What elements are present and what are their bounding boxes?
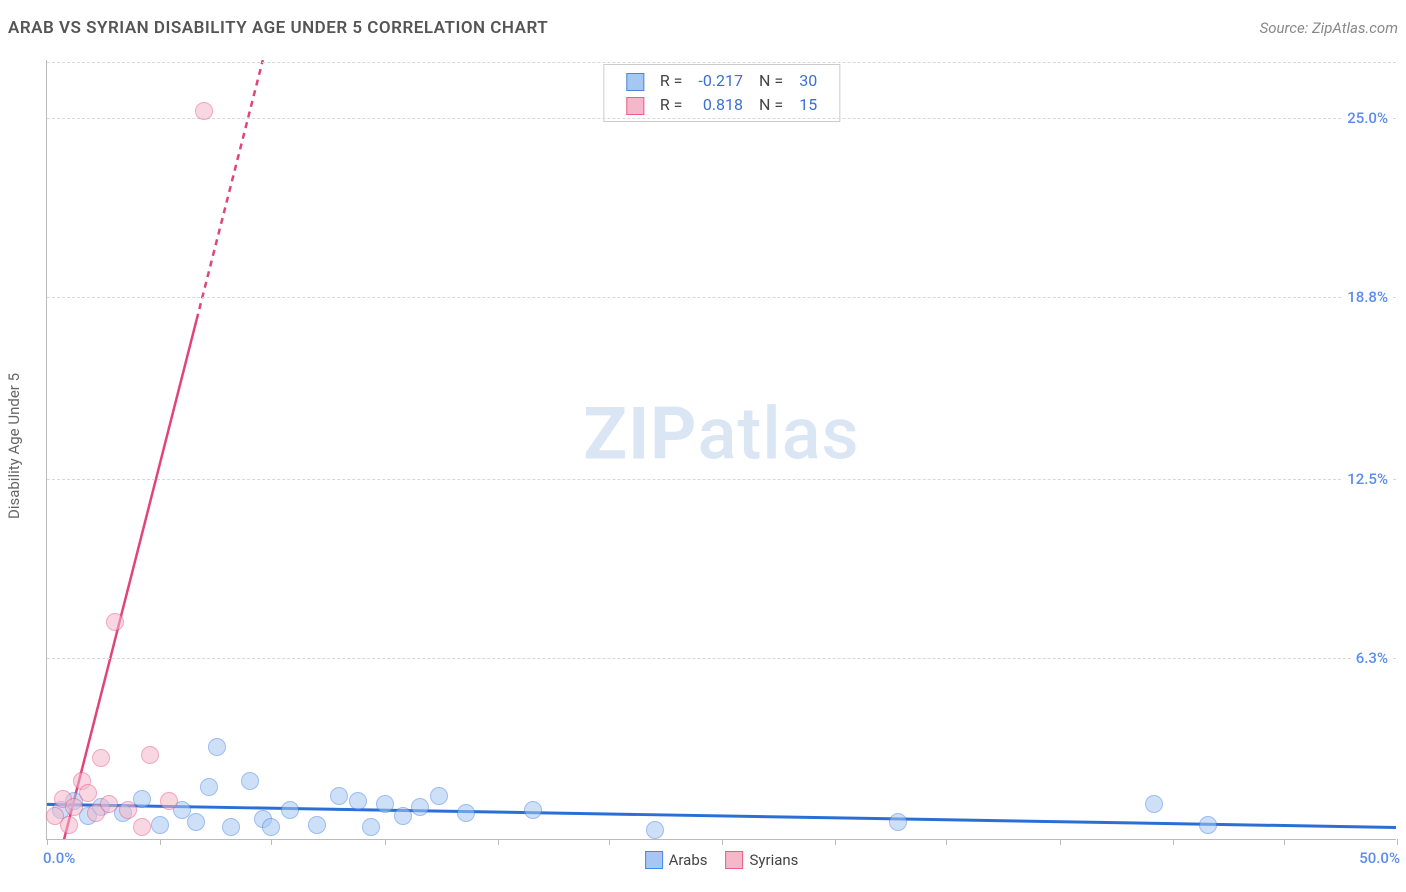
scatter-point bbox=[430, 787, 448, 805]
x-tick-mark bbox=[1173, 839, 1174, 845]
gridline bbox=[47, 297, 1396, 298]
correlation-table: R = -0.217 N = 30 R = 0.818 N = 15 bbox=[618, 69, 825, 117]
r-label: R = bbox=[652, 93, 691, 117]
correlation-row-arabs: R = -0.217 N = 30 bbox=[618, 69, 825, 93]
scatter-point bbox=[524, 801, 542, 819]
x-axis-max-label: 50.0% bbox=[1359, 849, 1400, 867]
syrians-swatch bbox=[626, 97, 644, 115]
arabs-swatch bbox=[626, 73, 644, 91]
watermark-bold: ZIP bbox=[583, 391, 697, 476]
scatter-point bbox=[394, 807, 412, 825]
n-label: N = bbox=[751, 69, 791, 93]
chart-container: ARAB VS SYRIAN DISABILITY AGE UNDER 5 CO… bbox=[0, 0, 1406, 892]
r-label: R = bbox=[652, 69, 691, 93]
legend-item-syrians: Syrians bbox=[725, 851, 798, 869]
scatter-point bbox=[100, 795, 118, 813]
scatter-point bbox=[187, 813, 205, 831]
y-axis-label: Disability Age Under 5 bbox=[5, 373, 23, 519]
chart-header: ARAB VS SYRIAN DISABILITY AGE UNDER 5 CO… bbox=[8, 18, 1398, 38]
scatter-point bbox=[92, 749, 110, 767]
x-tick-mark bbox=[609, 839, 610, 845]
scatter-point bbox=[262, 818, 280, 836]
x-tick-mark bbox=[47, 839, 48, 845]
scatter-point bbox=[1145, 795, 1163, 813]
scatter-point bbox=[330, 787, 348, 805]
syrians-legend-label: Syrians bbox=[749, 851, 798, 869]
plot-area: ZIPatlas R = -0.217 N = 30 R = 0.818 N =… bbox=[46, 60, 1396, 840]
trendlines-svg bbox=[47, 60, 1396, 839]
syrians-n-value: 15 bbox=[791, 93, 825, 117]
scatter-point bbox=[60, 816, 78, 834]
gridline bbox=[47, 62, 1396, 63]
scatter-point bbox=[79, 784, 97, 802]
scatter-point bbox=[646, 821, 664, 839]
scatter-point bbox=[65, 798, 83, 816]
x-tick-mark bbox=[946, 839, 947, 845]
y-tick-label: 12.5% bbox=[1343, 470, 1392, 488]
scatter-point bbox=[457, 804, 475, 822]
x-tick-mark bbox=[271, 839, 272, 845]
n-label: N = bbox=[751, 93, 791, 117]
scatter-point bbox=[151, 816, 169, 834]
scatter-point bbox=[889, 813, 907, 831]
x-tick-mark bbox=[160, 839, 161, 845]
scatter-point bbox=[1199, 816, 1217, 834]
watermark: ZIPatlas bbox=[583, 391, 859, 476]
arabs-r-value: -0.217 bbox=[690, 69, 751, 93]
arabs-legend-swatch bbox=[645, 851, 663, 869]
scatter-point bbox=[222, 818, 240, 836]
scatter-point bbox=[362, 818, 380, 836]
x-tick-mark bbox=[835, 839, 836, 845]
scatter-point bbox=[241, 772, 259, 790]
scatter-point bbox=[308, 816, 326, 834]
scatter-point bbox=[106, 613, 124, 631]
x-tick-mark bbox=[722, 839, 723, 845]
scatter-point bbox=[195, 102, 213, 120]
syrians-legend-swatch bbox=[725, 851, 743, 869]
gridline bbox=[47, 118, 1396, 119]
x-axis-min-label: 0.0% bbox=[43, 849, 75, 867]
gridline bbox=[47, 479, 1396, 480]
legend-item-arabs: Arabs bbox=[645, 851, 708, 869]
scatter-point bbox=[200, 778, 218, 796]
scatter-point bbox=[411, 798, 429, 816]
scatter-point bbox=[119, 801, 137, 819]
series-legend: Arabs Syrians bbox=[645, 851, 799, 869]
x-tick-mark bbox=[498, 839, 499, 845]
correlation-legend: R = -0.217 N = 30 R = 0.818 N = 15 bbox=[603, 64, 840, 122]
chart-title: ARAB VS SYRIAN DISABILITY AGE UNDER 5 CO… bbox=[8, 18, 548, 38]
x-tick-mark bbox=[1060, 839, 1061, 845]
syrians-r-value: 0.818 bbox=[690, 93, 751, 117]
scatter-point bbox=[141, 746, 159, 764]
arabs-legend-label: Arabs bbox=[669, 851, 708, 869]
x-tick-mark bbox=[1397, 839, 1398, 845]
y-tick-label: 18.8% bbox=[1343, 288, 1392, 306]
watermark-light: atlas bbox=[698, 391, 860, 476]
scatter-point bbox=[376, 795, 394, 813]
correlation-row-syrians: R = 0.818 N = 15 bbox=[618, 93, 825, 117]
scatter-point bbox=[349, 792, 367, 810]
x-tick-mark bbox=[1284, 839, 1285, 845]
scatter-point bbox=[281, 801, 299, 819]
scatter-point bbox=[133, 818, 151, 836]
arabs-n-value: 30 bbox=[791, 69, 825, 93]
x-tick-mark bbox=[385, 839, 386, 845]
scatter-point bbox=[160, 792, 178, 810]
scatter-point bbox=[208, 738, 226, 756]
chart-source: Source: ZipAtlas.com bbox=[1260, 19, 1398, 37]
y-tick-label: 6.3% bbox=[1352, 649, 1392, 667]
y-tick-label: 25.0% bbox=[1343, 109, 1392, 127]
gridline bbox=[47, 658, 1396, 659]
